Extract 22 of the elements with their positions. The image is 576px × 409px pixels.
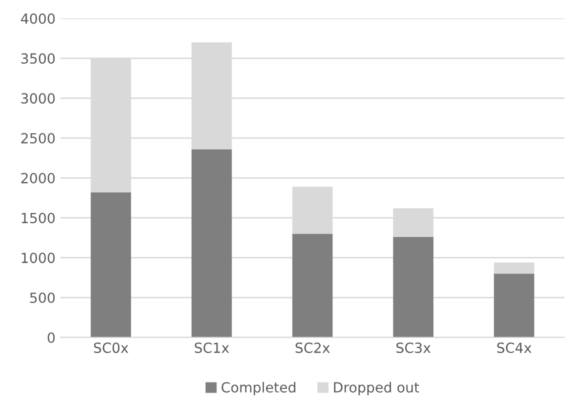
- y-tick-label: 2000: [21, 172, 55, 184]
- x-tick-label: SC0x: [94, 342, 128, 354]
- y-tick-label: 0: [48, 332, 55, 343]
- y-tick-label: 1000: [22, 252, 55, 264]
- y-tick-label: 500: [30, 292, 55, 304]
- bar: [494, 274, 534, 338]
- y-tick-label: 4000: [20, 13, 55, 24]
- y-tick-label: 2500: [21, 133, 55, 144]
- legend-label: Completed: [222, 382, 296, 396]
- bar: [494, 262, 534, 274]
- bar: [90, 192, 132, 338]
- y-tick-label: 3500: [21, 53, 55, 64]
- y-tick-label: 1500: [22, 212, 55, 224]
- x-tick-label: SC3x: [396, 342, 431, 354]
- y-tick-label: 3000: [21, 93, 55, 104]
- x-tick-label: SC4x: [497, 342, 532, 354]
- bar: [192, 149, 232, 338]
- legend-label: Dropped out: [334, 382, 420, 396]
- x-tick-label: SC2x: [296, 342, 330, 354]
- x-tick-label: SC1x: [194, 342, 230, 354]
- bar: [292, 234, 333, 338]
- bar: [393, 236, 434, 338]
